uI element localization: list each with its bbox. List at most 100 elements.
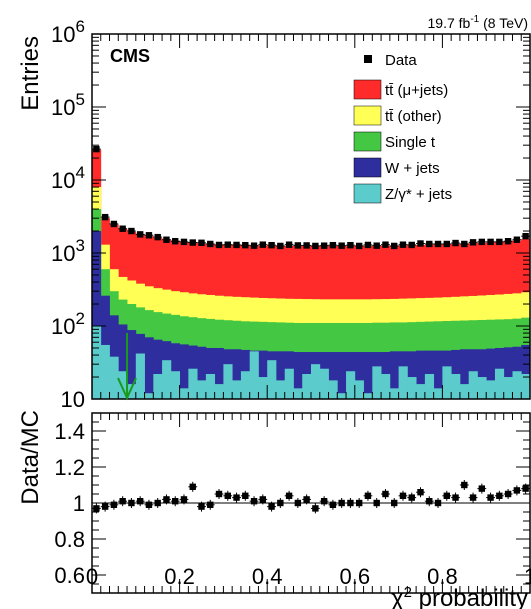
bar-zjets-bin-16 (232, 380, 242, 399)
legend-swatch-single-t (353, 131, 382, 152)
legend-label-ttbar-other: tt̄ (other) (385, 108, 442, 125)
bar-wjets-bin-28 (337, 352, 347, 399)
ratio-point-41 (452, 494, 459, 501)
data-point-31 (364, 241, 372, 249)
bar-wjets-bin-19 (258, 350, 268, 399)
main-y-axis-title: Entries (17, 36, 44, 111)
ratio-point-26 (320, 498, 328, 505)
data-point-13 (207, 240, 214, 248)
data-point-43 (469, 239, 477, 246)
ratio-point-33 (382, 490, 389, 498)
ratio-x-tick-label-4: 0.8 (427, 564, 458, 589)
ratio-point-14 (215, 490, 223, 498)
legend-item-zjets: Z/γ* + jets (353, 183, 452, 204)
ratio-point-39 (434, 499, 442, 507)
data-point-28 (338, 242, 345, 249)
ratio-point-36 (408, 494, 415, 501)
data-point-6 (145, 232, 153, 239)
data-point-0 (93, 145, 100, 153)
data-point-3 (119, 225, 126, 232)
data-point-11 (189, 239, 196, 246)
ratio-point-8 (163, 496, 170, 503)
ratio-point-11 (189, 483, 196, 490)
ratio-point-45 (487, 494, 494, 501)
ratio-point-24 (303, 496, 310, 503)
bar-zjets-bin-45 (486, 380, 496, 399)
bar-wjets-bin-36 (407, 351, 417, 399)
bar-zjets-bin-47 (503, 377, 513, 399)
ratio-y-tick-label-3: 1.2 (54, 455, 85, 480)
bar-zjets-bin-13 (205, 374, 216, 399)
bar-zjets-bin-8 (162, 360, 172, 399)
experiment-label: CMS (110, 46, 150, 66)
ratio-x-tick-label-3: 0.6 (340, 564, 371, 589)
ratio-y-tick-label-1: 0.8 (54, 527, 85, 552)
bar-zjets-bin-5 (135, 353, 145, 399)
ratio-point-44 (478, 485, 486, 492)
data-point-7 (154, 233, 161, 241)
bar-zjets-bin-12 (197, 380, 207, 399)
bar-zjets-bin-9 (170, 371, 180, 399)
data-point-39 (434, 240, 442, 248)
bar-wjets-bin-13 (205, 347, 216, 399)
data-point-42 (461, 240, 468, 248)
ratio-x-ticks: 0 0.2 0.4 0.6 0.8 1 (86, 413, 531, 593)
ratio-point-49 (522, 485, 529, 492)
bar-wjets-bin-14 (214, 347, 224, 399)
ratio-point-38 (426, 498, 433, 505)
legend-label-data: Data (385, 52, 417, 69)
ratio-point-46 (496, 492, 503, 499)
ratio-point-17 (242, 492, 249, 499)
ratio-point-40 (443, 492, 450, 499)
bar-zjets-bin-26 (319, 368, 329, 399)
bar-wjets-bin-23 (293, 352, 303, 399)
legend-item-wjets: W + jets (353, 157, 440, 178)
bar-zjets-bin-49 (521, 374, 531, 399)
bar-zjets-bin-7 (153, 374, 163, 399)
data-point-4 (128, 227, 135, 235)
bar-zjets-bin-2 (109, 356, 119, 399)
bar-zjets-bin-48 (512, 371, 522, 399)
data-point-16 (233, 241, 240, 249)
ratio-point-29 (347, 499, 354, 507)
ratio-point-6 (145, 501, 153, 508)
ratio-point-47 (504, 490, 512, 498)
bar-wjets-bin-34 (389, 351, 399, 399)
data-point-2 (110, 220, 118, 228)
bar-wjets-bin-37 (416, 350, 426, 399)
bar-zjets-bin-23 (293, 388, 303, 399)
bar-wjets-bin-21 (275, 351, 286, 399)
bar-wjets-bin-30 (354, 352, 364, 399)
legend: Data tt̄ (μ+jets) tt̄ (other) Single t W… (353, 52, 452, 204)
data-point-10 (180, 238, 188, 246)
bar-wjets-bin-49 (521, 344, 531, 399)
data-point-32 (373, 242, 380, 249)
bar-zjets-bin-27 (328, 380, 338, 399)
data-point-29 (347, 241, 354, 249)
data-point-45 (487, 238, 494, 246)
legend-item-ttbar-mujets: tt̄ (μ+jets) (353, 79, 448, 100)
stacked-histogram-bars (92, 149, 531, 399)
bar-wjets-bin-0 (92, 231, 102, 399)
bar-zjets-bin-21 (275, 380, 286, 399)
ratio-point-15 (224, 492, 231, 499)
legend-marker-data (364, 55, 372, 63)
ratio-point-30 (355, 499, 363, 507)
bar-zjets-bin-42 (459, 384, 470, 399)
ratio-point-43 (469, 494, 477, 501)
legend-swatch-ttbar-other (353, 105, 382, 126)
data-point-33 (382, 241, 389, 248)
data-point-37 (417, 240, 424, 247)
legend-label-single-t: Single t (385, 134, 436, 151)
ratio-point-12 (198, 503, 205, 510)
ratio-point-2 (110, 501, 118, 508)
data-point-34 (391, 242, 398, 250)
bar-zjets-bin-37 (416, 384, 426, 399)
data-point-35 (399, 241, 407, 248)
main-y-tick-label-3: 104 (51, 163, 85, 193)
ratio-point-3 (119, 498, 126, 505)
bar-zjets-bin-6 (144, 393, 154, 399)
bar-zjets-bin-30 (354, 380, 364, 399)
ratio-point-16 (233, 494, 240, 501)
